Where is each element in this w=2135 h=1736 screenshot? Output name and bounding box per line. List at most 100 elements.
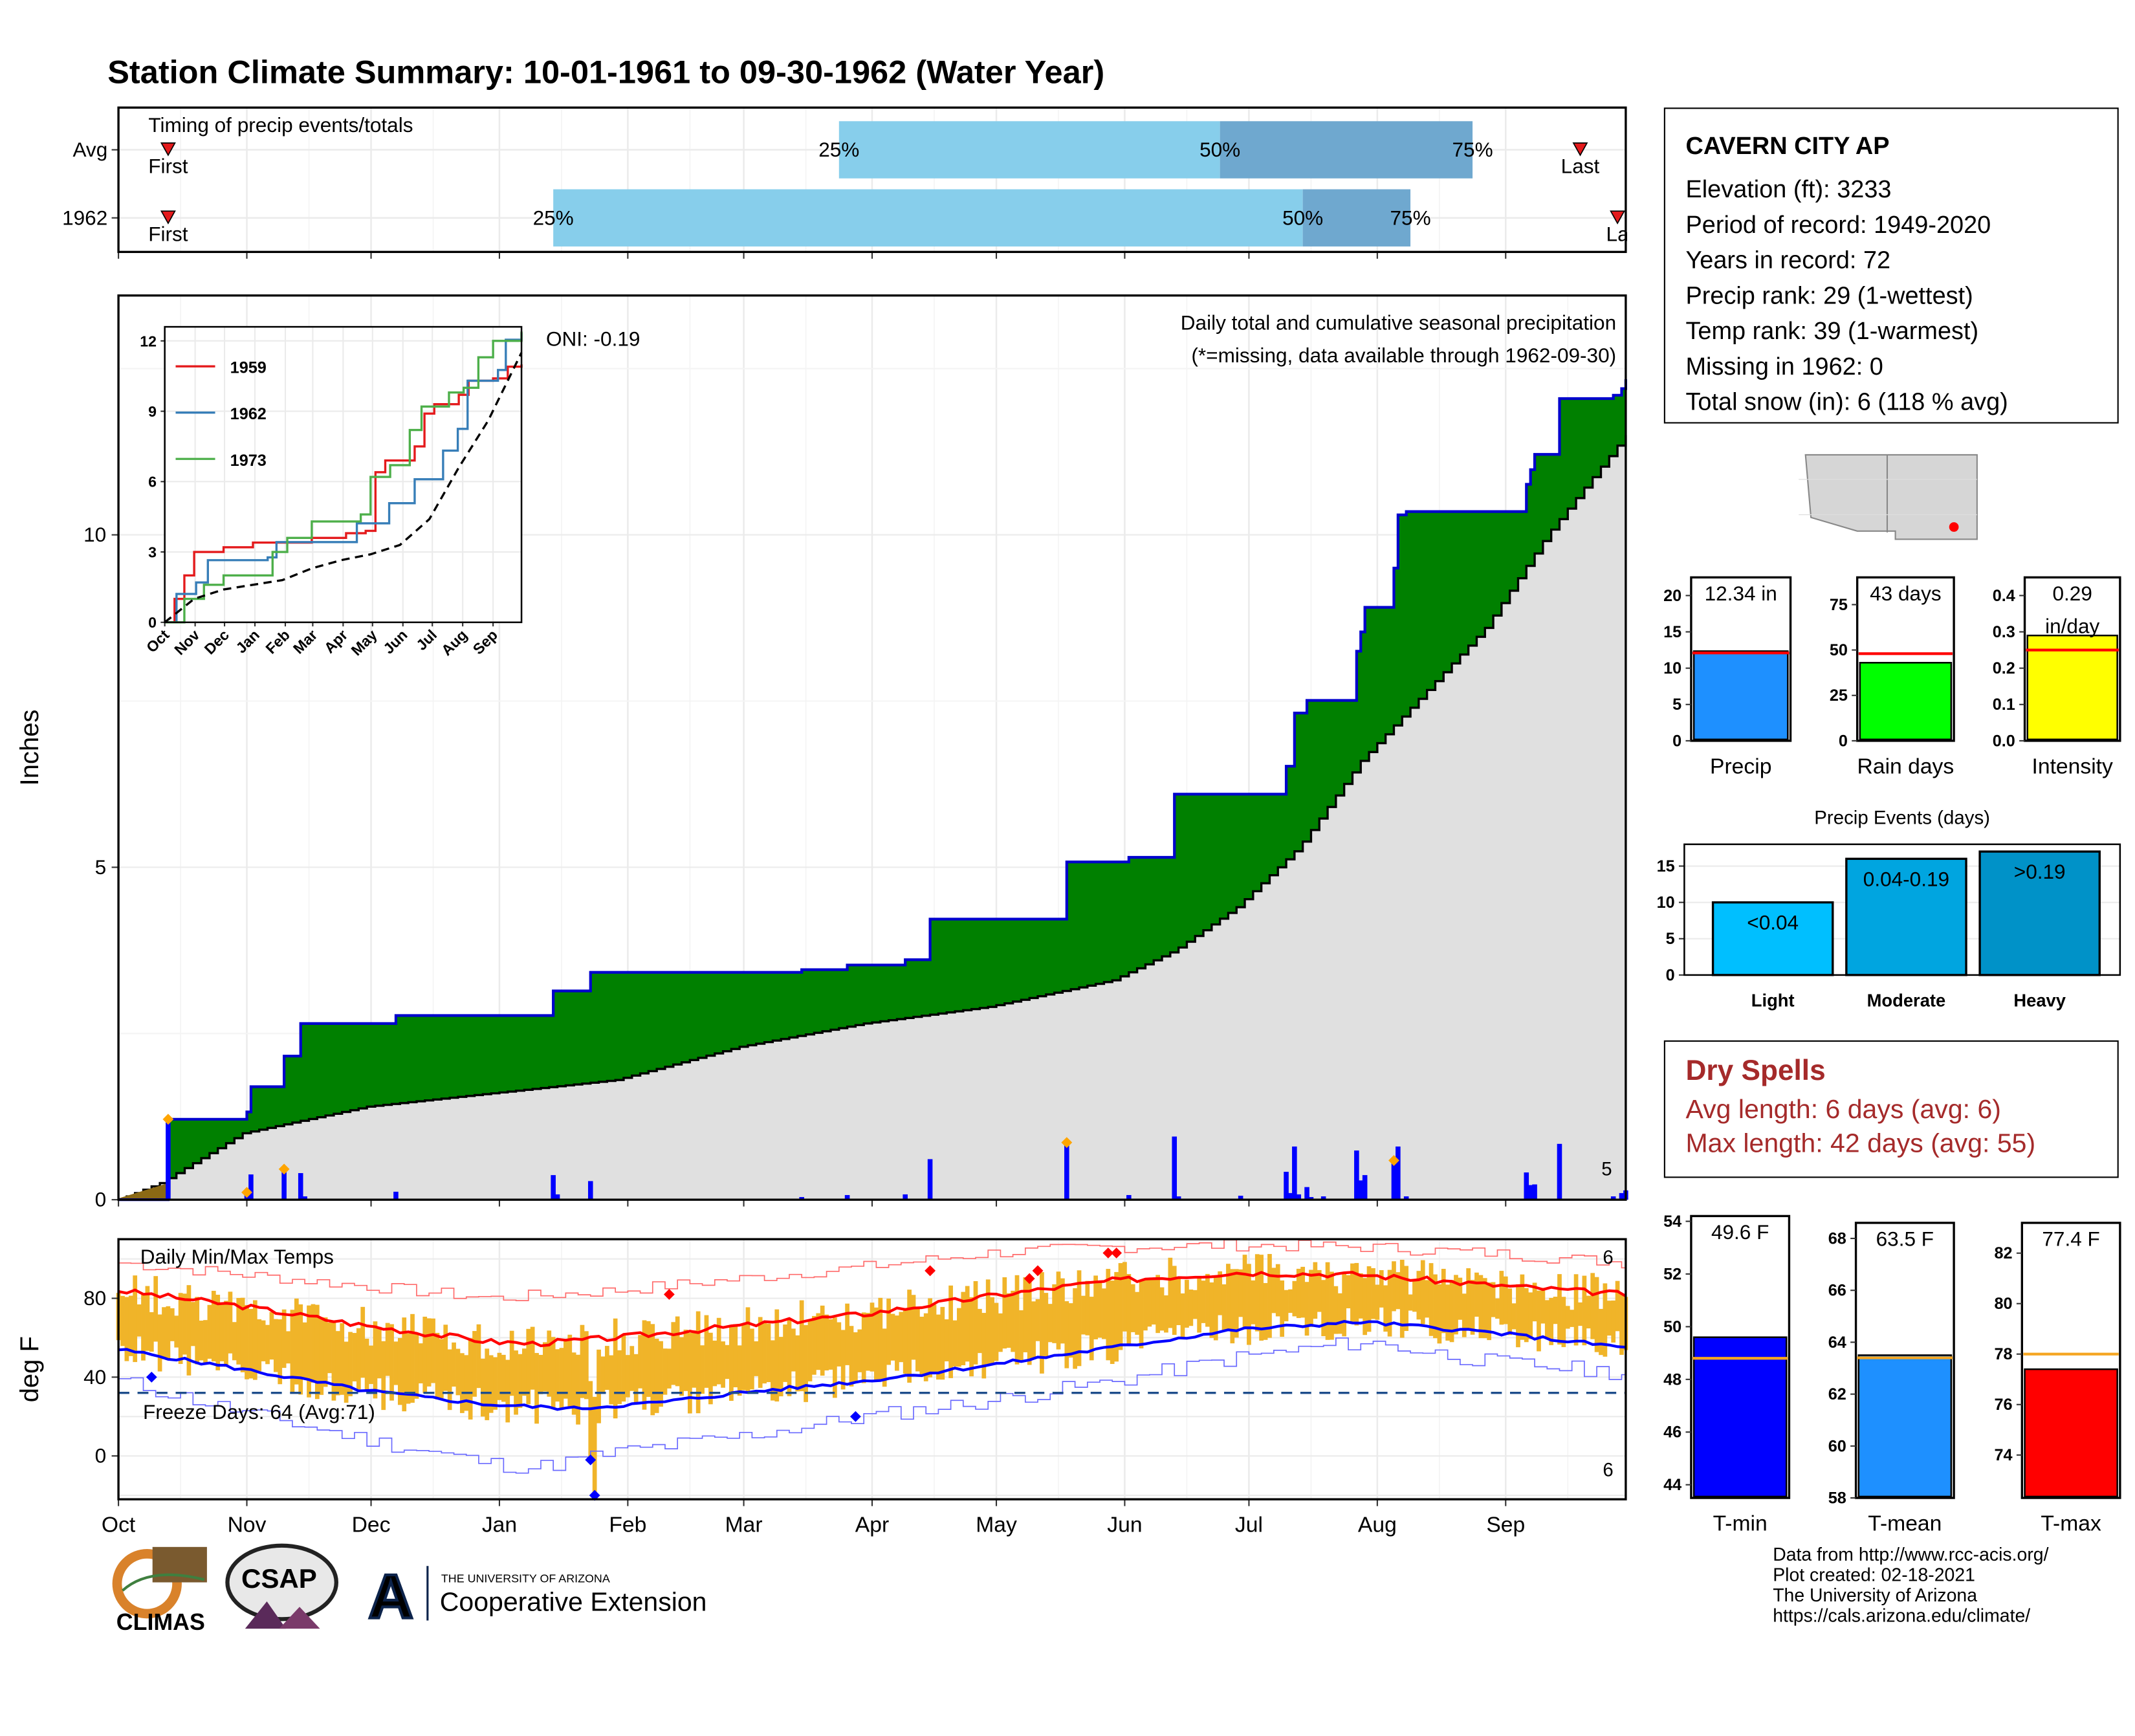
temps-record-high-marker xyxy=(1102,1247,1114,1258)
temps-daily-bar xyxy=(1363,1278,1368,1335)
timing-last-marker xyxy=(1572,142,1588,157)
temps-daily-bar xyxy=(1185,1279,1189,1328)
timing-bar-50-75-Avg xyxy=(1220,121,1473,179)
temps-daily-bar xyxy=(807,1320,813,1381)
temps-daily-bar xyxy=(389,1324,394,1401)
events-bar-heavy xyxy=(1978,850,2101,976)
temps-daily-bar xyxy=(1399,1259,1405,1338)
temps-daily-bar xyxy=(1263,1282,1268,1340)
inset-series-1973 xyxy=(164,331,523,624)
temps-daily-bar xyxy=(356,1328,361,1390)
timing-label-75: 75% xyxy=(1452,138,1493,161)
month-tick-label: Aug xyxy=(1358,1513,1397,1537)
temps-daily-bar xyxy=(861,1312,866,1383)
temps-daily-bar xyxy=(245,1304,249,1379)
rain-days-y-tick-label: 0 xyxy=(1839,732,1848,750)
precip-daily-bar xyxy=(1296,1194,1302,1200)
tmean-bar xyxy=(1857,1354,1953,1498)
inset-series-normal xyxy=(164,352,523,624)
temps-daily-bar xyxy=(1309,1269,1313,1327)
temps-panel: Daily Min/Max Temps Freeze Days: 64 (Avg:… xyxy=(16,1238,1628,1537)
temps-daily-bar xyxy=(1251,1280,1256,1324)
temps-daily-bar xyxy=(1342,1273,1347,1337)
temps-daily-bar xyxy=(534,1353,539,1424)
temps-daily-bar xyxy=(1445,1284,1451,1341)
precip-daily-bar xyxy=(248,1174,254,1200)
temps-daily-bar xyxy=(837,1322,842,1367)
events-y-tick-label: 15 xyxy=(1657,857,1675,875)
temps-daily-bar xyxy=(1561,1297,1566,1347)
temps-daily-bar xyxy=(1097,1282,1102,1338)
temps-daily-bar xyxy=(190,1302,195,1346)
temps-daily-bar xyxy=(215,1295,221,1370)
temps-daily-bar xyxy=(774,1309,780,1401)
tmax-panel: 77.4 F 74 76 78 80 82 T-max xyxy=(1995,1222,2121,1536)
temps-daily-bar xyxy=(1408,1294,1413,1311)
temps-daily-bar xyxy=(1611,1300,1616,1343)
temps-tmax-normal-line xyxy=(118,1271,1626,1348)
temps-daily-bar xyxy=(762,1321,767,1384)
precip-daily-bar xyxy=(1527,1185,1533,1200)
temps-daily-bar xyxy=(882,1328,887,1387)
temps-daily-bar xyxy=(261,1320,266,1361)
climas-logo-swoosh xyxy=(122,1573,205,1592)
temps-record-max-line xyxy=(118,1239,1626,1301)
temps-daily-bar xyxy=(1300,1266,1306,1318)
temps-daily-bar xyxy=(327,1323,332,1374)
events-frame xyxy=(1683,843,2121,976)
temps-record-high-marker xyxy=(663,1289,675,1300)
temps-daily-bar xyxy=(1192,1290,1198,1319)
temps-daily-bar xyxy=(965,1286,970,1362)
tmin-y-tick-label: 46 xyxy=(1663,1423,1681,1442)
month-tick-label: Mar xyxy=(725,1513,763,1537)
tmin-value-label: 49.6 F xyxy=(1711,1220,1769,1244)
temps-daily-bar xyxy=(1014,1275,1020,1365)
temps-daily-bar xyxy=(211,1290,216,1362)
timing-first-marker xyxy=(160,142,176,157)
month-tick-label: Feb xyxy=(609,1513,646,1537)
temps-daily-bar xyxy=(153,1276,159,1342)
events-bar-moderate xyxy=(1845,857,1967,976)
temps-daily-bar xyxy=(1304,1282,1309,1336)
temps-daily-bar xyxy=(559,1348,564,1410)
climas-logo-text: CLIMAS xyxy=(116,1609,205,1635)
rain-days-bar xyxy=(1859,661,1953,741)
temps-daily-bar xyxy=(646,1321,651,1397)
temps-daily-bar xyxy=(1387,1269,1392,1337)
temps-daily-bar xyxy=(352,1333,357,1381)
temps-daily-bar xyxy=(961,1291,966,1365)
temps-daily-bar xyxy=(812,1315,816,1375)
map-region xyxy=(1804,454,1978,540)
temps-daily-bar xyxy=(828,1319,833,1370)
temps-daily-bar xyxy=(418,1343,423,1384)
temps-daily-bar xyxy=(932,1304,937,1372)
precip-daily-bar xyxy=(281,1169,287,1200)
timing-y-label: Avg xyxy=(72,138,107,161)
precip-daily-bar xyxy=(554,1194,560,1200)
temps-daily-bar xyxy=(1019,1310,1024,1363)
temps-daily-bar xyxy=(1416,1271,1421,1320)
temps-daily-bar xyxy=(708,1332,713,1405)
temps-daily-bar xyxy=(1524,1288,1529,1343)
temps-daily-bar xyxy=(323,1317,328,1387)
precip-daily-bar xyxy=(1308,1197,1314,1200)
temps-daily-bar xyxy=(1540,1288,1546,1324)
temps-daily-bar xyxy=(141,1294,146,1361)
temps-daily-bar xyxy=(439,1339,444,1398)
precip-daily-bar xyxy=(1557,1143,1562,1200)
precip-total-y-tick-label: 10 xyxy=(1663,659,1681,677)
temps-daily-bar xyxy=(1383,1285,1388,1332)
temps-daily-bar xyxy=(1280,1280,1285,1337)
events-bar-label: 0.04-0.19 xyxy=(1863,867,1949,890)
temps-daily-bar xyxy=(1474,1272,1479,1317)
dry-spells-max: Max length: 42 days (avg: 55) xyxy=(1685,1128,2036,1159)
temps-daily-bar xyxy=(853,1332,858,1382)
intensity-y-tick-label: 0.0 xyxy=(1993,732,2015,750)
timing-title: Timing of precip events/totals xyxy=(148,113,413,137)
temps-daily-bar xyxy=(1537,1290,1541,1352)
temps-daily-bar xyxy=(659,1341,663,1407)
precip-daily-bar xyxy=(1064,1142,1069,1200)
temps-daily-bar xyxy=(750,1328,754,1390)
temps-daily-bar xyxy=(692,1330,697,1388)
temps-daily-bar xyxy=(1553,1297,1558,1324)
